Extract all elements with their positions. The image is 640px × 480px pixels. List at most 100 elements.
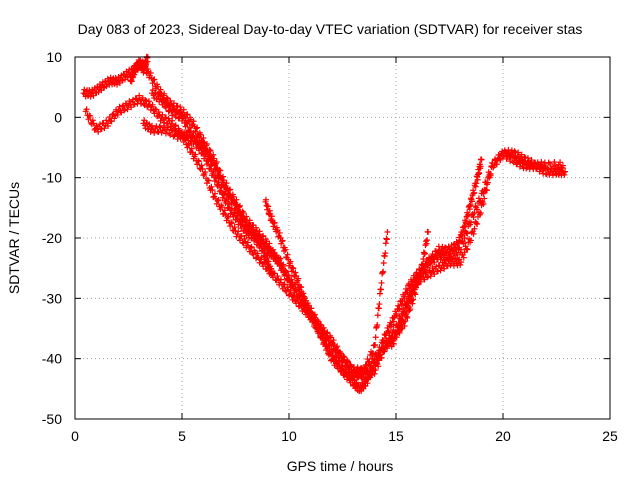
data-point [327, 338, 334, 345]
x-tick-label: 15 [388, 428, 404, 444]
data-point [406, 297, 413, 304]
data-point [424, 264, 431, 271]
data-point [398, 325, 405, 332]
data-point [463, 220, 470, 227]
data-point [210, 151, 217, 158]
data-point [291, 291, 298, 298]
data-point [370, 360, 377, 367]
data-point [248, 243, 255, 250]
data-point [283, 268, 290, 275]
data-point [368, 372, 375, 379]
data-point [184, 120, 191, 127]
data-point [425, 254, 432, 261]
data-point [157, 117, 164, 124]
data-point [171, 123, 178, 130]
data-point [170, 133, 177, 140]
data-point [149, 101, 156, 108]
x-tick-label: 0 [71, 428, 79, 444]
data-point [325, 334, 332, 341]
data-point [477, 163, 484, 170]
data-point [543, 171, 550, 178]
data-point [151, 129, 158, 136]
data-point [329, 353, 336, 360]
data-point [213, 165, 220, 172]
data-point [473, 180, 480, 187]
data-point [195, 158, 202, 165]
data-point [295, 275, 302, 282]
data-point [214, 197, 221, 204]
data-point [83, 106, 90, 113]
data-point [403, 304, 410, 311]
data-point [540, 166, 547, 173]
data-point [200, 172, 207, 179]
data-point [228, 219, 235, 226]
data-point [362, 362, 369, 369]
data-point [228, 220, 235, 227]
data-point [460, 254, 467, 261]
y-axis-label: SDTVAR / TECUs [6, 182, 22, 294]
data-point [111, 80, 118, 87]
data-point [268, 213, 275, 220]
data-point [378, 279, 385, 286]
data-point [193, 125, 200, 132]
data-point [160, 97, 167, 104]
data-point [406, 307, 413, 314]
data-point [93, 122, 100, 129]
data-point [184, 111, 191, 118]
data-point [289, 264, 296, 271]
data-point [461, 249, 468, 256]
data-point [425, 228, 432, 235]
data-point [374, 322, 381, 329]
data-point [526, 163, 533, 170]
data-point [429, 251, 436, 258]
data-point [354, 364, 361, 371]
data-point [292, 269, 299, 276]
data-point [177, 109, 184, 116]
data-point [154, 83, 161, 90]
data-point [108, 118, 115, 125]
data-point [221, 191, 228, 198]
data-point [210, 157, 217, 164]
data-point [279, 237, 286, 244]
data-point [275, 275, 282, 282]
data-point [316, 327, 323, 334]
data-point [281, 248, 288, 255]
data-point [100, 83, 107, 90]
data-point [551, 158, 558, 165]
data-point [288, 276, 295, 283]
data-point [395, 326, 402, 333]
data-point [361, 376, 368, 383]
data-point [223, 186, 230, 193]
data-point [398, 318, 405, 325]
data-point [335, 353, 342, 360]
data-point [508, 147, 515, 154]
data-point [167, 131, 174, 138]
data-point [277, 276, 284, 283]
data-point [368, 371, 375, 378]
data-point [561, 171, 568, 178]
data-point [524, 155, 531, 162]
data-point [128, 104, 135, 111]
data-point [147, 69, 154, 76]
data-point [200, 134, 207, 141]
data-point [161, 90, 168, 97]
data-point [427, 259, 434, 266]
data-point [243, 219, 250, 226]
data-point [377, 351, 384, 358]
data-point [284, 251, 291, 258]
data-point [213, 200, 220, 207]
data-point [226, 201, 233, 208]
data-point [281, 281, 288, 288]
data-point [203, 147, 210, 154]
data-point [315, 326, 322, 333]
data-point [434, 252, 441, 259]
data-point [265, 258, 272, 265]
data-series [80, 53, 569, 395]
data-point [308, 311, 315, 318]
data-point [207, 162, 214, 169]
data-point [293, 287, 300, 294]
data-point [199, 146, 206, 153]
data-point [562, 168, 569, 175]
data-point [480, 200, 487, 207]
data-point [302, 311, 309, 318]
